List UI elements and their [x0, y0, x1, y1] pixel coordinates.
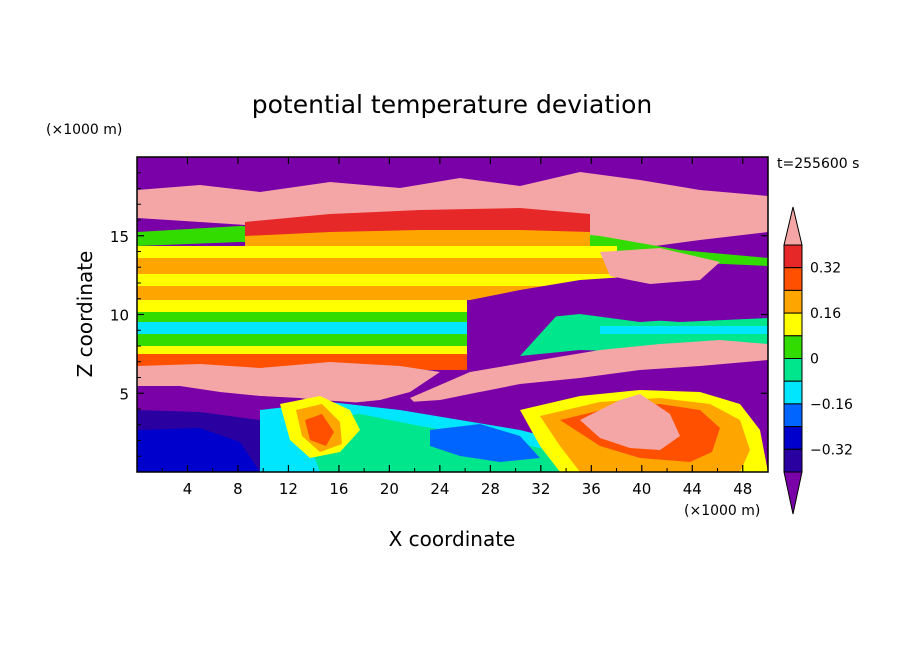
y-tick-label: 15: [110, 228, 129, 246]
lower-blue-right: [430, 424, 540, 462]
lower-pink-right: [580, 394, 680, 450]
mid-green-layer-2: [137, 334, 467, 346]
y-axis-ticks: 5 10 15: [110, 172, 768, 457]
x-tick-label: 20: [380, 480, 399, 498]
colorbar-bottom-extension: [783, 471, 803, 515]
y-tick-label: 5: [119, 385, 129, 403]
colorbar-label: −0.32: [810, 442, 853, 458]
colorbar-box: [783, 267, 803, 291]
x-tick-label: 4: [183, 480, 193, 498]
chart-title: potential temperature deviation: [252, 90, 652, 119]
lower-red-left: [305, 414, 334, 446]
y-unit-label: (×1000 m): [46, 122, 122, 138]
colorbar-top-extension: [783, 206, 803, 246]
x-tick-label: 28: [481, 480, 500, 498]
y-axis-label: Z coordinate: [73, 251, 97, 378]
mid-yellow-layer-4: [137, 346, 467, 354]
x-tick-label: 24: [430, 480, 449, 498]
time-label: t=255600 s: [777, 156, 859, 172]
colorbar: 0.32 0.16 0 −0.16 −0.32: [783, 206, 853, 515]
colorbar-label: −0.16: [810, 397, 853, 413]
x-tick-label: 8: [233, 480, 243, 498]
colorbar-box: [783, 358, 803, 382]
x-tick-label: 12: [279, 480, 298, 498]
right-purple-lobe: [470, 268, 768, 330]
x-tick-label: 44: [683, 480, 702, 498]
colorbar-box: [783, 244, 803, 269]
right-pink-lobe: [600, 248, 720, 284]
mid-orange-layer-2: [137, 286, 597, 300]
x-tick-label: 32: [531, 480, 550, 498]
colorbar-box: [783, 289, 803, 314]
colorbar-box: [783, 448, 803, 473]
mid-yellow-layer-2: [137, 274, 617, 286]
x-unit-label: (×1000 m): [684, 503, 760, 519]
mid-cyan-layer: [137, 322, 467, 334]
mid-green-layer: [137, 312, 467, 322]
colorbar-box: [783, 380, 803, 405]
mid-yellow-layer: [137, 246, 617, 258]
lower-blue-left: [137, 428, 260, 472]
colorbar-label: 0: [810, 352, 819, 368]
contour-field: [137, 157, 768, 472]
colorbar-label: 0.16: [810, 306, 841, 322]
right-pink-streak: [410, 340, 768, 408]
y-tick-label: 10: [110, 307, 129, 325]
x-tick-label: 48: [733, 480, 752, 498]
right-cyan-strip: [600, 326, 768, 334]
colorbar-box: [783, 312, 803, 337]
colorbar-box: [783, 403, 803, 428]
mid-yellow-layer-3: [137, 300, 467, 312]
upper-orange-band: [245, 230, 590, 250]
x-tick-label: 16: [329, 480, 348, 498]
colorbar-box: [783, 335, 803, 359]
x-tick-label: 40: [632, 480, 651, 498]
colorbar-label: 0.32: [810, 261, 841, 277]
pink-layer: [137, 362, 440, 404]
colorbar-box: [783, 426, 803, 450]
x-axis-label: X coordinate: [389, 527, 516, 551]
x-axis-ticks: 4 8 12 16 20 24 28 32 36 40 44 48: [161, 157, 752, 498]
mid-orange-layer-1: [137, 258, 617, 274]
x-tick-label: 36: [582, 480, 601, 498]
